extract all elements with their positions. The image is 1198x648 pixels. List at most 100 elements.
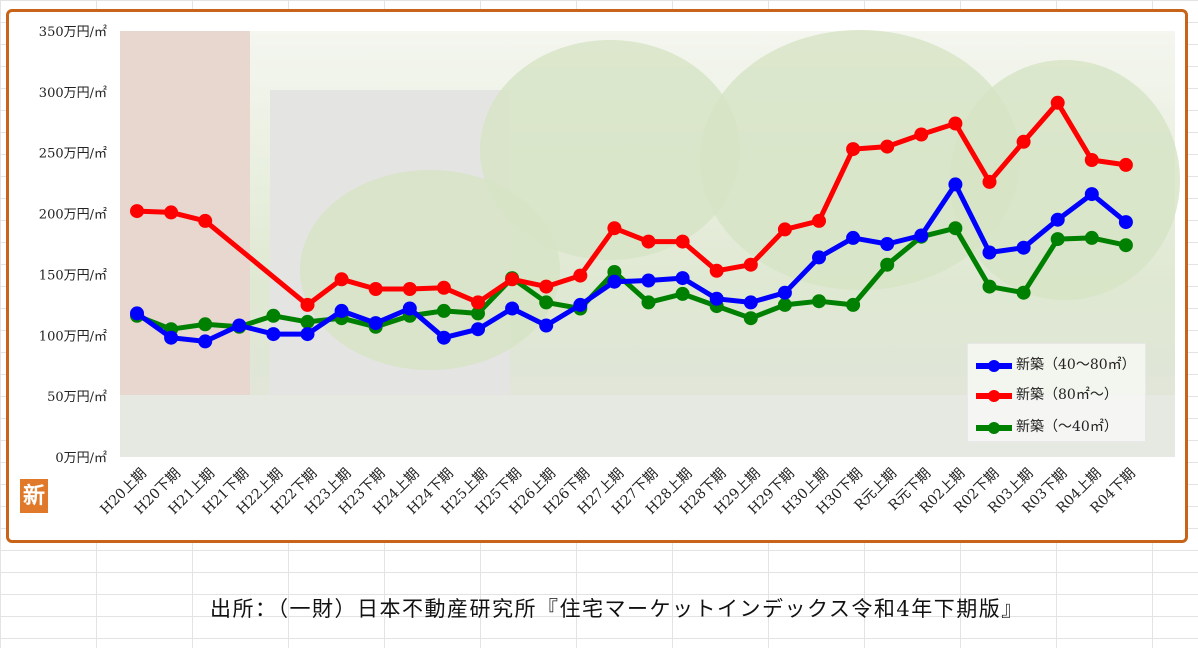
series-point-2 bbox=[846, 297, 861, 312]
legend-label: 新築（80㎡～） bbox=[1016, 387, 1118, 403]
series-point-0 bbox=[300, 327, 315, 342]
series-point-2 bbox=[777, 297, 792, 312]
series-point-2 bbox=[948, 221, 963, 236]
series-point-2 bbox=[198, 317, 213, 332]
series-point-2 bbox=[675, 286, 690, 301]
series-point-0 bbox=[334, 303, 349, 318]
series-point-1 bbox=[164, 205, 179, 220]
series-point-1 bbox=[402, 282, 417, 296]
y-tick-label: 200万円/㎡ bbox=[39, 208, 107, 223]
series-point-1 bbox=[709, 263, 724, 278]
series-point-0 bbox=[641, 273, 656, 288]
series-point-0 bbox=[539, 318, 554, 333]
series-point-0 bbox=[505, 301, 520, 316]
series-point-1 bbox=[812, 213, 826, 228]
series-point-2 bbox=[880, 257, 895, 272]
series-point-1 bbox=[607, 221, 622, 236]
series-point-0 bbox=[846, 230, 861, 245]
series-point-0 bbox=[436, 330, 451, 345]
series-point-2 bbox=[300, 314, 315, 329]
series-point-1 bbox=[300, 297, 315, 312]
series-point-2 bbox=[266, 308, 281, 323]
y-tick-label: 100万円/㎡ bbox=[39, 329, 107, 344]
series-point-1 bbox=[1016, 134, 1031, 149]
series-point-0 bbox=[402, 301, 417, 316]
series-point-2 bbox=[743, 311, 758, 326]
y-tick-label: 250万円/㎡ bbox=[39, 147, 107, 162]
series-point-0 bbox=[1084, 187, 1099, 202]
series-point-0 bbox=[812, 250, 826, 265]
series-point-1 bbox=[1050, 95, 1065, 110]
series-point-0 bbox=[607, 274, 622, 289]
series-point-2 bbox=[539, 295, 554, 310]
series-lines bbox=[130, 95, 1133, 349]
series-line-1 bbox=[134, 100, 1129, 308]
series-point-0 bbox=[1050, 212, 1065, 227]
series-point-1 bbox=[471, 295, 485, 310]
series-point-1 bbox=[505, 272, 520, 287]
series-point-1 bbox=[675, 234, 690, 249]
series-point-2 bbox=[471, 306, 485, 321]
series-point-1 bbox=[743, 257, 758, 272]
series-point-0 bbox=[573, 297, 588, 312]
series-point-1 bbox=[334, 272, 349, 287]
series-point-1 bbox=[982, 174, 997, 189]
series-point-1 bbox=[130, 204, 144, 219]
series-point-2 bbox=[641, 295, 656, 310]
source-caption: 出所：（一財）日本不動産研究所『住宅マーケットインデックス令和4年下期版』 bbox=[210, 597, 1024, 621]
series-point-1 bbox=[777, 222, 792, 237]
legend-marker-red bbox=[988, 390, 1000, 402]
series-point-1 bbox=[368, 282, 383, 296]
legend-marker-green bbox=[988, 422, 1000, 434]
series-point-2 bbox=[607, 265, 622, 279]
series-point-2 bbox=[1050, 232, 1065, 247]
series-point-0 bbox=[266, 327, 281, 342]
series-point-0 bbox=[471, 322, 485, 337]
legend: 新築（40～80㎡） 新築（80㎡～） 新築（～40㎡） bbox=[967, 343, 1146, 442]
series-point-2 bbox=[812, 294, 826, 309]
series-point-0 bbox=[198, 334, 213, 349]
y-axis: 0万円/㎡ 50万円/㎡ 100万円/㎡ 150万円/㎡ 200万円/㎡ 250万円/㎡ 3… bbox=[39, 25, 107, 466]
background-tree bbox=[300, 170, 560, 370]
series-point-2 bbox=[436, 303, 451, 318]
y-tick-label: 350万円/㎡ bbox=[39, 25, 107, 40]
y-tick-label: 50万円/㎡ bbox=[47, 390, 107, 405]
series-point-1 bbox=[948, 116, 963, 131]
y-tick-label: 0万円/㎡ bbox=[55, 451, 107, 466]
series-point-0 bbox=[743, 295, 758, 310]
y-tick-label: 300万円/㎡ bbox=[39, 86, 107, 101]
series-point-0 bbox=[948, 177, 963, 192]
series-point-2 bbox=[1016, 285, 1031, 300]
series-point-2 bbox=[1084, 230, 1099, 245]
legend-marker-blue bbox=[988, 360, 1000, 372]
series-point-1 bbox=[880, 139, 895, 154]
series-point-0 bbox=[1118, 215, 1133, 230]
series-point-0 bbox=[675, 271, 690, 286]
series-point-0 bbox=[164, 330, 179, 345]
series-point-0 bbox=[130, 306, 144, 321]
series-point-1 bbox=[846, 142, 861, 157]
y-tick-label: 150万円/㎡ bbox=[39, 268, 107, 283]
series-point-0 bbox=[982, 245, 997, 260]
legend-label: 新築（～40㎡） bbox=[1016, 419, 1118, 435]
legend-label: 新築（40～80㎡） bbox=[1016, 357, 1136, 373]
series-point-0 bbox=[880, 237, 895, 251]
series-point-0 bbox=[368, 316, 383, 331]
series-point-0 bbox=[709, 291, 724, 306]
series-point-1 bbox=[1118, 157, 1133, 172]
series-point-0 bbox=[232, 318, 247, 333]
series-point-1 bbox=[914, 127, 929, 142]
series-point-2 bbox=[982, 279, 997, 294]
x-axis: H20上期H20下期H21上期H21下期H22上期H22下期H23上期H23下期… bbox=[97, 466, 1138, 518]
series-point-1 bbox=[539, 279, 554, 294]
series-point-1 bbox=[641, 234, 656, 249]
series-point-1 bbox=[573, 268, 588, 283]
series-point-1 bbox=[1084, 153, 1099, 167]
line-chart: 0万円/㎡ 50万円/㎡ 100万円/㎡ 150万円/㎡ 200万円/㎡ 250万円/㎡ 3… bbox=[39, 25, 1139, 518]
series-point-1 bbox=[436, 280, 451, 295]
series-point-0 bbox=[1016, 240, 1031, 255]
series-point-0 bbox=[914, 228, 929, 243]
series-point-1 bbox=[198, 213, 213, 228]
shin-logo: 新 bbox=[20, 479, 48, 513]
series-point-2 bbox=[1118, 238, 1133, 253]
